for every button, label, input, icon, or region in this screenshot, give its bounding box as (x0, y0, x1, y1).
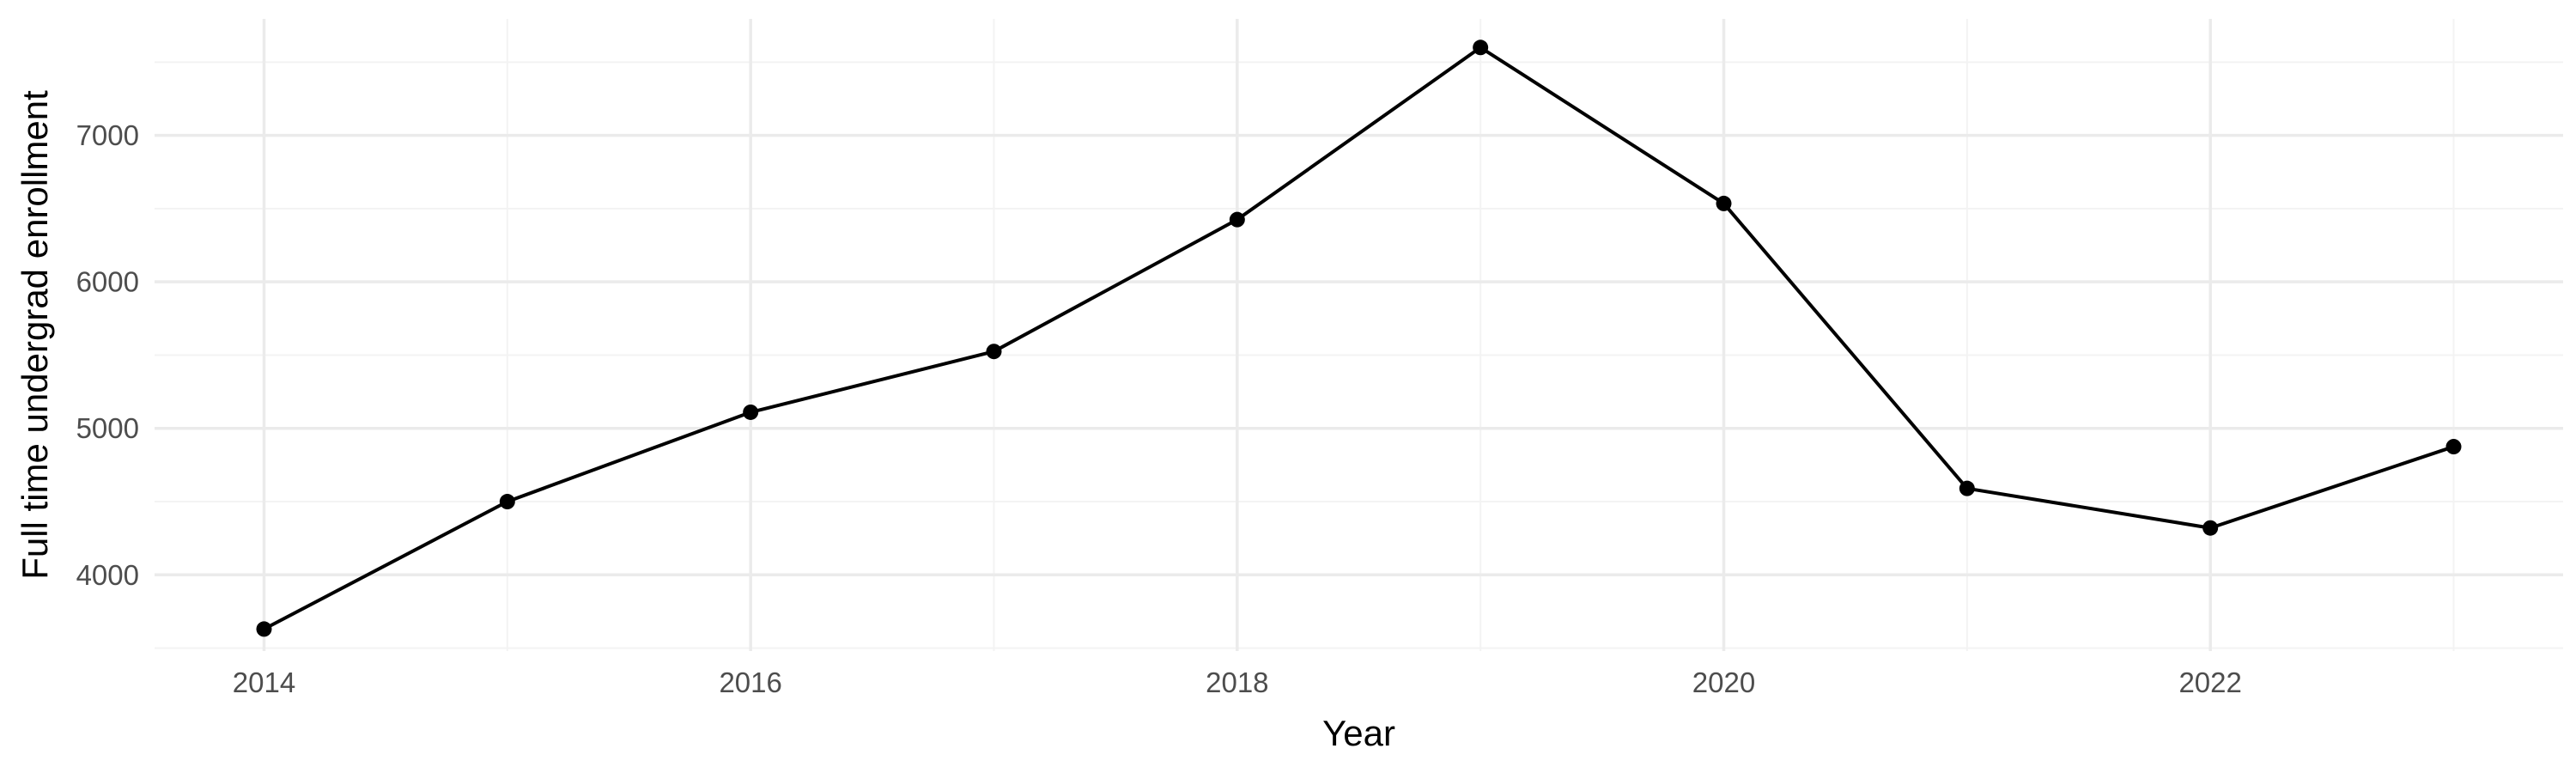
data-point (1229, 211, 1245, 228)
series-line (263, 46, 2455, 631)
x-tick-label: 2018 (1206, 666, 1268, 698)
x-tick-label: 2016 (719, 666, 781, 698)
y-tick-label: 6000 (76, 266, 139, 298)
data-point (986, 344, 1002, 360)
data-point (743, 404, 759, 420)
data-point (1716, 195, 1732, 211)
data-point (2202, 520, 2219, 536)
data-point (256, 621, 272, 637)
x-tick-label: 2022 (2178, 666, 2241, 698)
data-point (1959, 480, 1975, 496)
x-axis-title: Year (1322, 713, 1395, 753)
data-point (1473, 40, 1489, 56)
data-point (499, 494, 515, 510)
y-tick-label: 5000 (76, 412, 139, 444)
y-axis-ticks: 4000 5000 6000 7000 (76, 119, 139, 591)
x-axis-ticks: 2014 2016 2018 2020 2022 (233, 666, 2242, 698)
y-axis-title: Full time undergrad enrollment (15, 90, 55, 580)
grid (155, 19, 2563, 651)
x-tick-label: 2014 (233, 666, 295, 698)
series-layer (256, 40, 2462, 637)
y-tick-label: 4000 (76, 559, 139, 591)
y-tick-label: 7000 (76, 119, 139, 151)
data-point (2445, 439, 2462, 455)
x-tick-label: 2020 (1692, 666, 1755, 698)
